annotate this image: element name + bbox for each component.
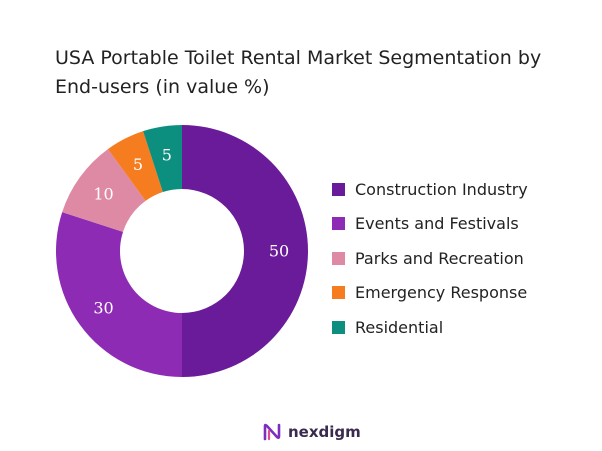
legend-swatch bbox=[332, 320, 345, 334]
legend-label: Parks and Recreation bbox=[355, 248, 524, 268]
legend-item-emergency-response: Emergency Response bbox=[332, 276, 528, 311]
slice-emergency-response bbox=[107, 131, 163, 201]
data-label-emergency-response: 5 bbox=[133, 155, 143, 174]
data-label-parks-and-recreation: 10 bbox=[93, 184, 113, 203]
slice-construction-industry bbox=[182, 125, 308, 377]
chart-title: USA Portable Toilet Rental Market Segmen… bbox=[55, 47, 542, 98]
slice-parks-and-recreation bbox=[62, 149, 146, 232]
slice-residential bbox=[143, 125, 182, 193]
legend-swatch bbox=[332, 182, 345, 196]
legend-item-parks-and-recreation: Parks and Recreation bbox=[332, 241, 528, 276]
legend-label: Residential bbox=[355, 317, 444, 337]
legend-label: Events and Festivals bbox=[355, 214, 519, 234]
legend-label: Construction Industry bbox=[355, 179, 528, 199]
legend-label: Emergency Response bbox=[355, 283, 528, 303]
data-label-residential: 5 bbox=[162, 146, 172, 165]
legend-swatch bbox=[332, 251, 345, 265]
brand-logo: nexdigm bbox=[262, 422, 361, 442]
legend-item-construction-industry: Construction Industry bbox=[332, 172, 528, 207]
legend-swatch bbox=[332, 217, 345, 231]
legend-item-events-and-festivals: Events and Festivals bbox=[332, 207, 528, 242]
legend-swatch bbox=[332, 286, 345, 300]
legend-item-residential: Residential bbox=[332, 310, 528, 345]
data-label-events-and-festivals: 30 bbox=[93, 299, 113, 318]
chart-legend: Construction Industry Events and Festival… bbox=[332, 172, 528, 345]
brand-name: nexdigm bbox=[288, 423, 361, 441]
slice-events-and-festivals bbox=[55, 212, 182, 377]
nexdigm-logo-icon bbox=[263, 423, 281, 441]
data-label-construction-industry: 50 bbox=[269, 242, 289, 261]
